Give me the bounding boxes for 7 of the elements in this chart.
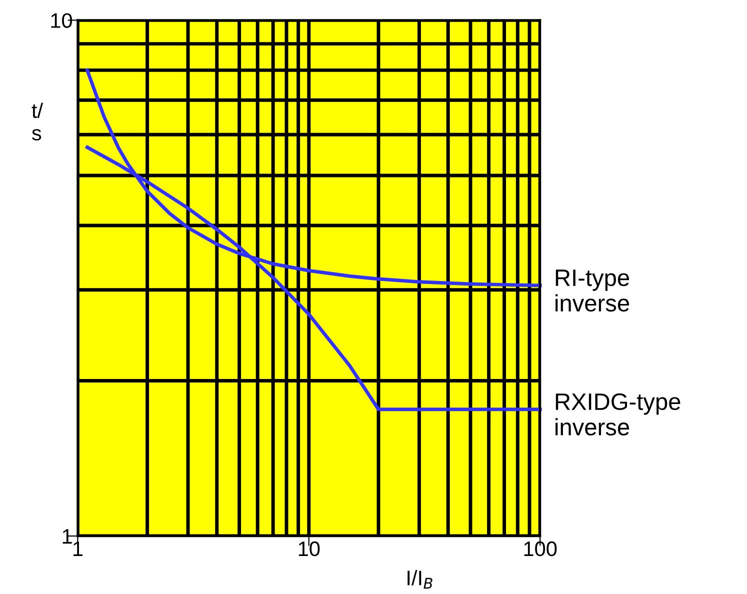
x-axis-title: I/I$_{B}$ (408, 570, 432, 589)
x-tick-label: 1 (73, 542, 82, 556)
x-tick-label: 10 (298, 541, 320, 556)
series-label: RI-type inverse (556, 270, 630, 312)
y-axis-title: t/ s (32, 102, 44, 140)
x-tick-label: 100 (524, 541, 557, 556)
series-label: RXIDG-type inverse (556, 393, 680, 436)
